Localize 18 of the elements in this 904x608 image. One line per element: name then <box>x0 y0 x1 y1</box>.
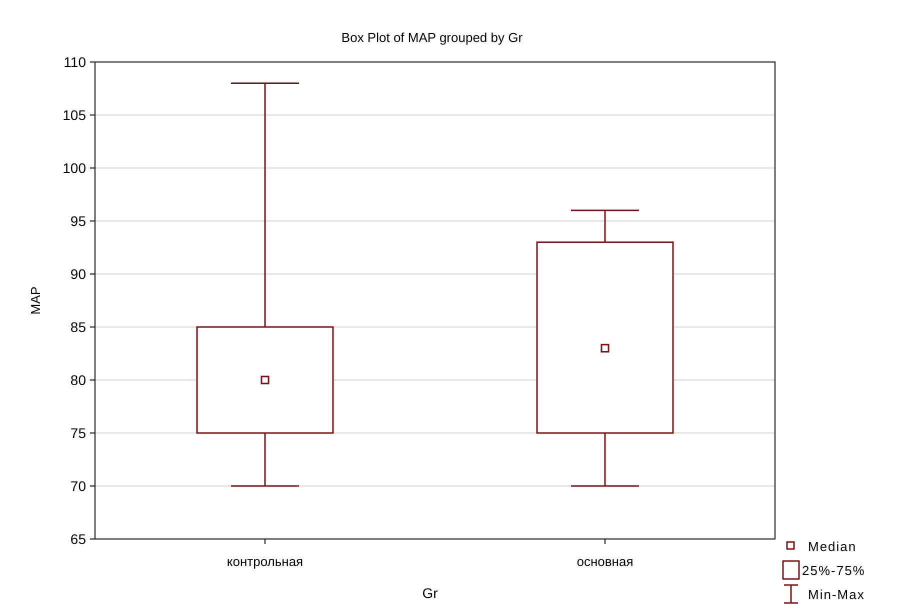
y-tick-label: 105 <box>62 107 86 123</box>
y-axis-title: MAP <box>28 286 43 315</box>
text: Min-Max <box>808 587 865 602</box>
y-tick-label: 75 <box>70 425 86 441</box>
text: 25%-75% <box>802 563 866 578</box>
x-tick-label: основная <box>576 554 634 569</box>
x-tick-label: контрольная <box>226 554 304 569</box>
y-tick-label: 95 <box>70 213 86 229</box>
y-tick-label: 100 <box>62 160 86 176</box>
y-tick-label: 110 <box>64 54 86 70</box>
x-axis-title: Gr <box>422 585 438 601</box>
y-tick-label: 65 <box>70 531 86 547</box>
y-tick-label: 80 <box>70 372 86 388</box>
y-tick-label: 90 <box>70 266 86 282</box>
text: Median <box>808 539 857 554</box>
y-tick-label: 85 <box>70 319 86 335</box>
y-tick-label: 70 <box>70 478 86 494</box>
chart-title: Box Plot of MAP grouped by Gr <box>341 30 524 45</box>
